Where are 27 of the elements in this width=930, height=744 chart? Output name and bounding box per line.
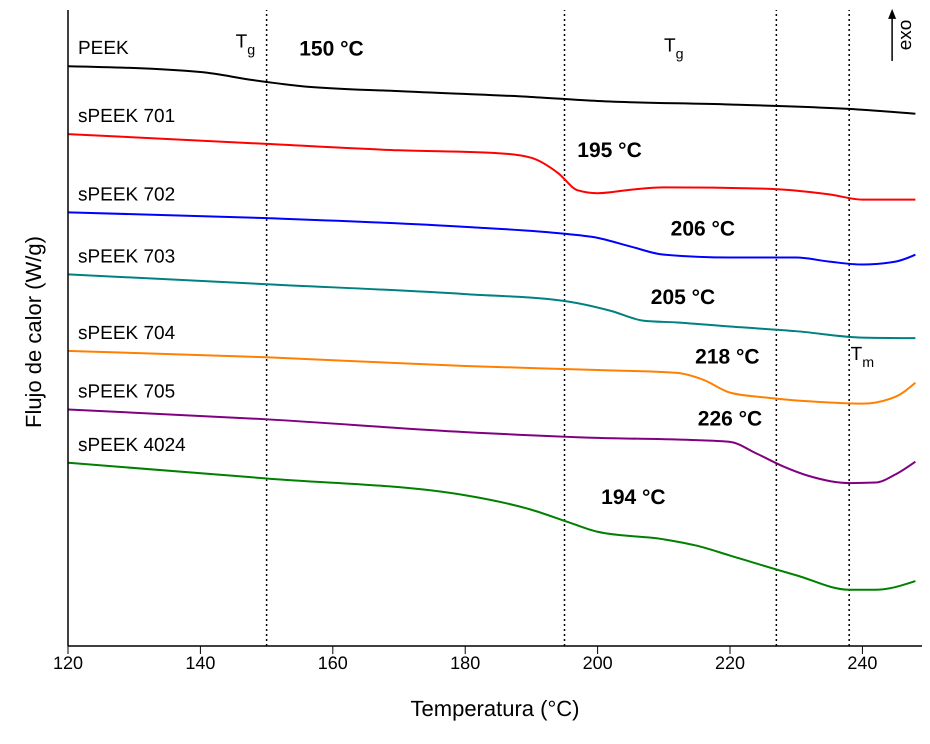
annotation: 206 °C — [670, 217, 736, 240]
x-tick-label: 200 — [582, 652, 613, 673]
x-tick-label: 160 — [318, 652, 348, 673]
annotation: 205 °C — [650, 286, 716, 309]
text: T$_{g}$ — [236, 31, 256, 58]
annotation: 194 °C — [601, 486, 666, 509]
series-label: sPEEK 702 — [78, 184, 176, 206]
annotation: 218 °C — [695, 344, 760, 368]
x-axis-title: Temperatura (°C) — [410, 696, 580, 721]
x-tick-label: 180 — [450, 652, 480, 673]
series-label: sPEEK 703 — [78, 246, 176, 268]
text: 150 °C — [299, 36, 364, 60]
series-label: sPEEK 701 — [78, 106, 176, 128]
x-tick-label: 220 — [714, 652, 746, 673]
y-axis-title: Flujo de calor (W/g) — [20, 236, 46, 428]
x-tick-label: 240 — [847, 652, 878, 673]
text: exo — [895, 20, 916, 50]
x-tick-label: 140 — [185, 652, 216, 673]
series-label: PEEK — [78, 38, 130, 60]
annotation: T$_{m}$ — [850, 344, 874, 371]
series-label: sPEEK 704 — [78, 322, 176, 344]
annotation: 195 °C — [577, 138, 642, 162]
series-label: sPEEK 4024 — [78, 434, 186, 456]
text: T$_{g}$ — [664, 36, 684, 62]
series-label: sPEEK 705 — [78, 381, 176, 402]
annotation: 226 °C — [698, 406, 762, 430]
x-tick-label: 120 — [52, 652, 84, 673]
